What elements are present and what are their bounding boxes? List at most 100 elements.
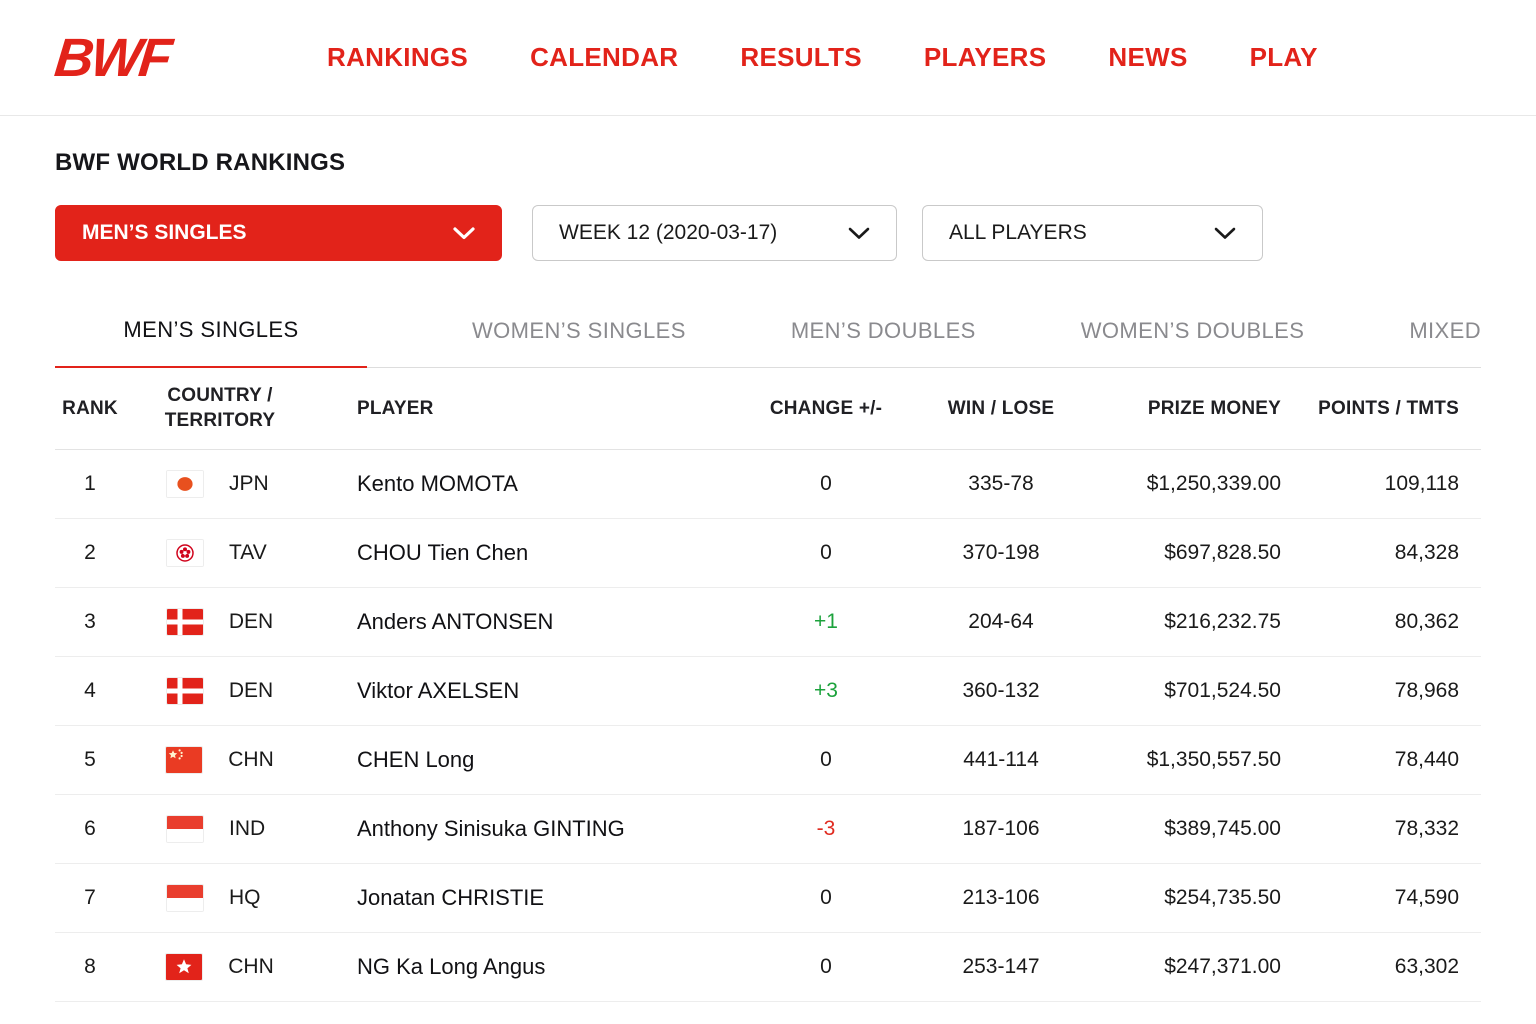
- nav-item-play[interactable]: PLAY: [1249, 42, 1318, 72]
- rank-value: 5: [84, 748, 96, 771]
- player-name[interactable]: NG Ka Long Angus: [357, 954, 546, 979]
- win-lose-value: 187-106: [962, 817, 1040, 840]
- player-name[interactable]: CHEN Long: [357, 747, 475, 772]
- header-rank: RANK: [62, 397, 118, 419]
- category-dropdown-value: MEN’S SINGLES: [82, 221, 247, 244]
- points-value: 80,362: [1394, 610, 1459, 633]
- country-code: CHN: [228, 748, 274, 771]
- rank-value: 4: [84, 679, 96, 702]
- country-cell: TAV: [125, 540, 315, 566]
- rank-value: 8: [84, 955, 96, 978]
- table-row[interactable]: 4 DEN Viktor AXELSEN +3 360-132 $701,524…: [55, 657, 1481, 726]
- rank-value: 2: [84, 541, 96, 564]
- change-value: +3: [814, 679, 838, 702]
- win-lose-value: 253-147: [962, 955, 1040, 978]
- top-navigation: BWF RANKINGS CALENDAR RESULTS PLAYERS NE…: [0, 0, 1536, 116]
- table-row[interactable]: 3 DEN Anders ANTONSEN +1 204-64 $216,232…: [55, 588, 1481, 657]
- win-lose-value: 360-132: [962, 679, 1040, 702]
- week-dropdown[interactable]: WEEK 12 (2020-03-17): [532, 205, 897, 261]
- rank-value: 6: [84, 817, 96, 840]
- rankings-table: RANK COUNTRY / TERRITORY PLAYER CHANGE +…: [55, 368, 1481, 1002]
- country-code: TAV: [229, 541, 267, 564]
- player-name[interactable]: Anders ANTONSEN: [357, 609, 554, 634]
- country-code: DEN: [228, 610, 274, 633]
- prize-money-value: $216,232.75: [1164, 610, 1281, 633]
- nav-menu: RANKINGS CALENDAR RESULTS PLAYERS NEWS P…: [327, 42, 1318, 73]
- country-code: IND: [229, 817, 266, 840]
- prize-money-value: $254,735.50: [1164, 886, 1281, 909]
- nav-item-results[interactable]: RESULTS: [740, 42, 862, 72]
- change-value: 0: [820, 472, 832, 495]
- week-dropdown-value: WEEK 12 (2020-03-17): [559, 221, 778, 244]
- player-name[interactable]: Anthony Sinisuka GINTING: [357, 816, 625, 841]
- category-dropdown[interactable]: MEN’S SINGLES: [55, 205, 502, 261]
- change-value: +1: [814, 610, 838, 633]
- nav-item-rankings[interactable]: RANKINGS: [327, 42, 469, 72]
- table-row[interactable]: 2 TAV CHOU Tien Chen 0 370-198 $697,828.…: [55, 519, 1481, 588]
- player-name[interactable]: Kento MOMOTA: [357, 471, 518, 496]
- points-value: 63,302: [1394, 955, 1459, 978]
- country-code: HQ: [229, 886, 261, 909]
- change-value: 0: [820, 955, 832, 978]
- bwf-logo[interactable]: BWF: [51, 27, 173, 88]
- prize-money-value: $701,524.50: [1164, 679, 1281, 702]
- country-cell: IND: [125, 816, 315, 842]
- prize-money-value: $1,350,557.50: [1146, 748, 1281, 771]
- header-prize-money: PRIZE MONEY: [1147, 397, 1281, 419]
- filters-bar: MEN’S SINGLES WEEK 12 (2020-03-17) ALL P…: [55, 205, 1481, 261]
- win-lose-value: 204-64: [968, 610, 1034, 633]
- header-change: CHANGE +/-: [769, 397, 883, 419]
- country-code: DEN: [228, 679, 274, 702]
- country-flag-icon: [167, 816, 203, 842]
- country-cell: CHN: [125, 954, 315, 980]
- points-value: 74,590: [1394, 886, 1459, 909]
- country-flag-icon: [166, 609, 203, 635]
- tab-mixed[interactable]: MIXED: [1409, 318, 1481, 343]
- rank-value: 7: [84, 886, 96, 909]
- nav-item-players[interactable]: PLAYERS: [923, 42, 1047, 72]
- rank-value: 3: [84, 610, 96, 633]
- tab-womens-doubles[interactable]: WOMEN’S DOUBLES: [1080, 318, 1305, 343]
- win-lose-value: 335-78: [968, 472, 1034, 495]
- table-body: 1 JPN Kento MOMOTA 0 335-78 $1,250,339.0…: [55, 450, 1481, 1002]
- country-flag-icon: [166, 954, 203, 980]
- nav-item-calendar[interactable]: CALENDAR: [530, 42, 679, 72]
- country-cell: DEN: [125, 609, 315, 635]
- win-lose-value: 213-106: [962, 886, 1040, 909]
- page-title: BWF WORLD RANKINGS: [55, 149, 346, 176]
- table-row[interactable]: 8 CHN NG Ka Long Angus 0 253-147 $247,37…: [55, 933, 1481, 1002]
- country-flag-icon: [167, 471, 203, 497]
- country-cell: JPN: [125, 471, 315, 497]
- prize-money-value: $389,745.00: [1164, 817, 1281, 840]
- country-flag-icon: [166, 747, 203, 773]
- table-row[interactable]: 1 JPN Kento MOMOTA 0 335-78 $1,250,339.0…: [55, 450, 1481, 519]
- country-cell: CHN: [125, 747, 315, 773]
- table-header-row: RANK COUNTRY / TERRITORY PLAYER CHANGE +…: [55, 368, 1481, 450]
- players-dropdown[interactable]: ALL PLAYERS: [922, 205, 1263, 261]
- country-flag-icon: [166, 678, 203, 704]
- points-value: 84,328: [1394, 541, 1459, 564]
- player-name[interactable]: Jonatan CHRISTIE: [357, 885, 545, 910]
- country-flag-icon: [167, 540, 203, 566]
- category-tabs: MEN’S SINGLES WOMEN’S SINGLES MEN’S DOUB…: [55, 307, 1481, 368]
- player-name[interactable]: Viktor AXELSEN: [357, 678, 520, 703]
- table-row[interactable]: 7 HQ Jonatan CHRISTIE 0 213-106 $254,735…: [55, 864, 1481, 933]
- change-value: 0: [820, 541, 832, 564]
- table-row[interactable]: 6 IND Anthony Sinisuka GINTING -3 187-10…: [55, 795, 1481, 864]
- tab-mens-doubles[interactable]: MEN’S DOUBLES: [790, 318, 976, 343]
- players-dropdown-value: ALL PLAYERS: [949, 221, 1087, 244]
- points-value: 109,118: [1384, 472, 1459, 495]
- country-flag-icon: [167, 885, 203, 911]
- table-row[interactable]: 5 CHN CHEN Long 0 441-114 $1,350,557.50 …: [55, 726, 1481, 795]
- rank-value: 1: [84, 472, 96, 495]
- player-name[interactable]: CHOU Tien Chen: [357, 540, 529, 565]
- header-country: COUNTRY / TERRITORY: [164, 384, 276, 431]
- points-value: 78,440: [1394, 748, 1459, 771]
- win-lose-value: 441-114: [963, 748, 1039, 771]
- nav-item-news[interactable]: NEWS: [1108, 42, 1188, 72]
- chevron-down-icon: [453, 226, 475, 240]
- tab-mens-singles[interactable]: MEN’S SINGLES: [55, 307, 367, 368]
- tab-womens-singles[interactable]: WOMEN’S SINGLES: [472, 318, 686, 343]
- header-player: PLAYER: [357, 397, 434, 419]
- header-win-lose: WIN / LOSE: [947, 397, 1055, 419]
